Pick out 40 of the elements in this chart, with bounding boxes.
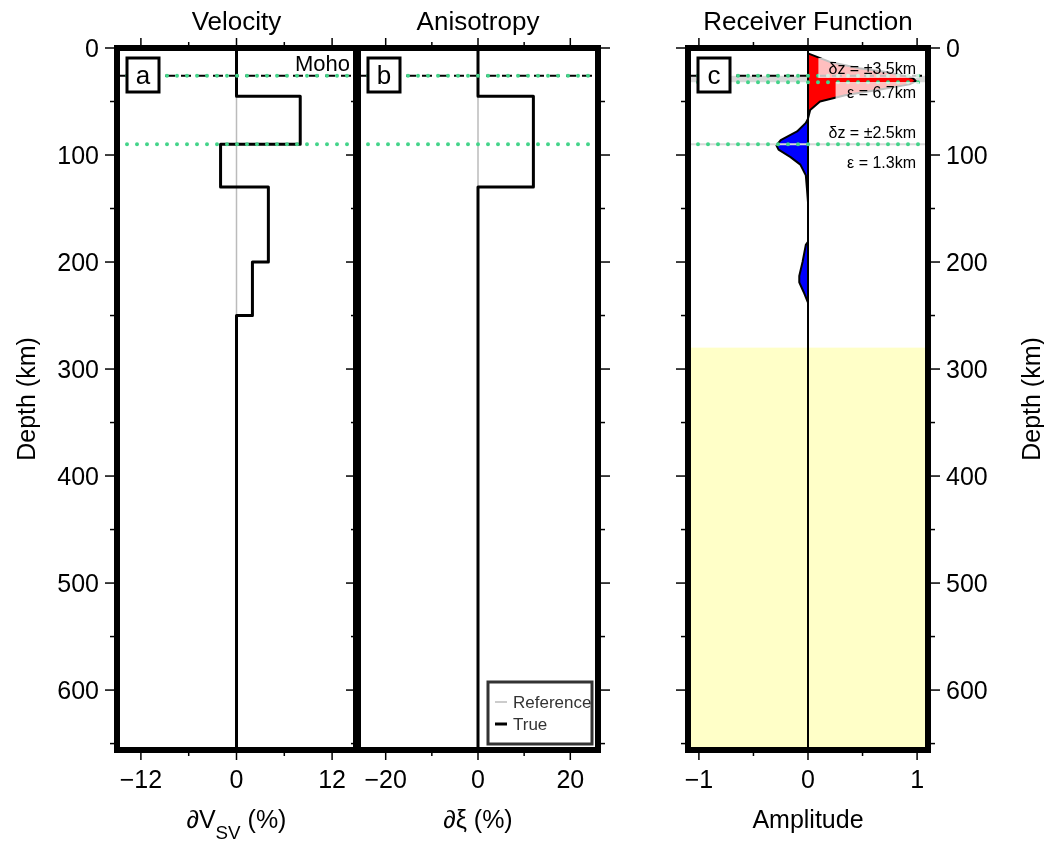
x-tick-label: 0 (229, 765, 244, 793)
y-tick-label: 200 (57, 247, 99, 276)
annotation: a (135, 60, 151, 90)
y-tick-label: 300 (946, 354, 988, 383)
x-tick-label: −12 (119, 765, 163, 793)
annotation: δz = ±3.5km (828, 59, 916, 77)
y-tick-label: 300 (57, 354, 99, 383)
x-axis-title: ∂V$_{SV}$ (%) (186, 805, 287, 843)
annotation: ε = 6.7km (847, 83, 916, 101)
y-tick-label: 600 (57, 675, 99, 704)
y-tick-label: 500 (946, 568, 988, 597)
x-tick-label: 20 (556, 765, 585, 793)
annotation: b (376, 60, 392, 90)
annotation: c (707, 60, 721, 90)
annotation: δz = ±2.5km (828, 123, 916, 141)
y-tick-label: 0 (946, 33, 960, 62)
x-tick-label: 0 (471, 765, 485, 793)
y-axis-title: Depth (km) (12, 337, 40, 461)
y-tick-label: 100 (57, 140, 99, 169)
y-tick-label: 500 (57, 568, 99, 597)
x-tick-label: 12 (318, 765, 347, 793)
legend-label: Reference (513, 692, 592, 712)
x-tick-label: 1 (910, 765, 925, 793)
y-tick-label: 0 (85, 33, 99, 62)
x-tick-label: −1 (684, 765, 714, 793)
legend-label: True (513, 714, 548, 734)
y-tick-label: 400 (57, 461, 99, 490)
y-tick-label: 200 (946, 247, 988, 276)
chart-title: Receiver Function (703, 6, 913, 36)
y-tick-label: 400 (946, 461, 988, 490)
y-tick-label: 600 (946, 675, 988, 704)
x-axis-title: ∂ξ (%) (443, 805, 513, 833)
chart-title: Velocity (191, 6, 282, 36)
annotation: ε = 1.3km (847, 153, 916, 171)
x-axis-title: Amplitude (752, 805, 864, 833)
x-tick-label: 0 (801, 765, 815, 793)
x-tick-label: −20 (364, 765, 407, 793)
y-tick-label: 100 (946, 140, 988, 169)
chart-title: Anisotropy (416, 6, 540, 36)
ref-line-label: Moho (294, 50, 350, 76)
